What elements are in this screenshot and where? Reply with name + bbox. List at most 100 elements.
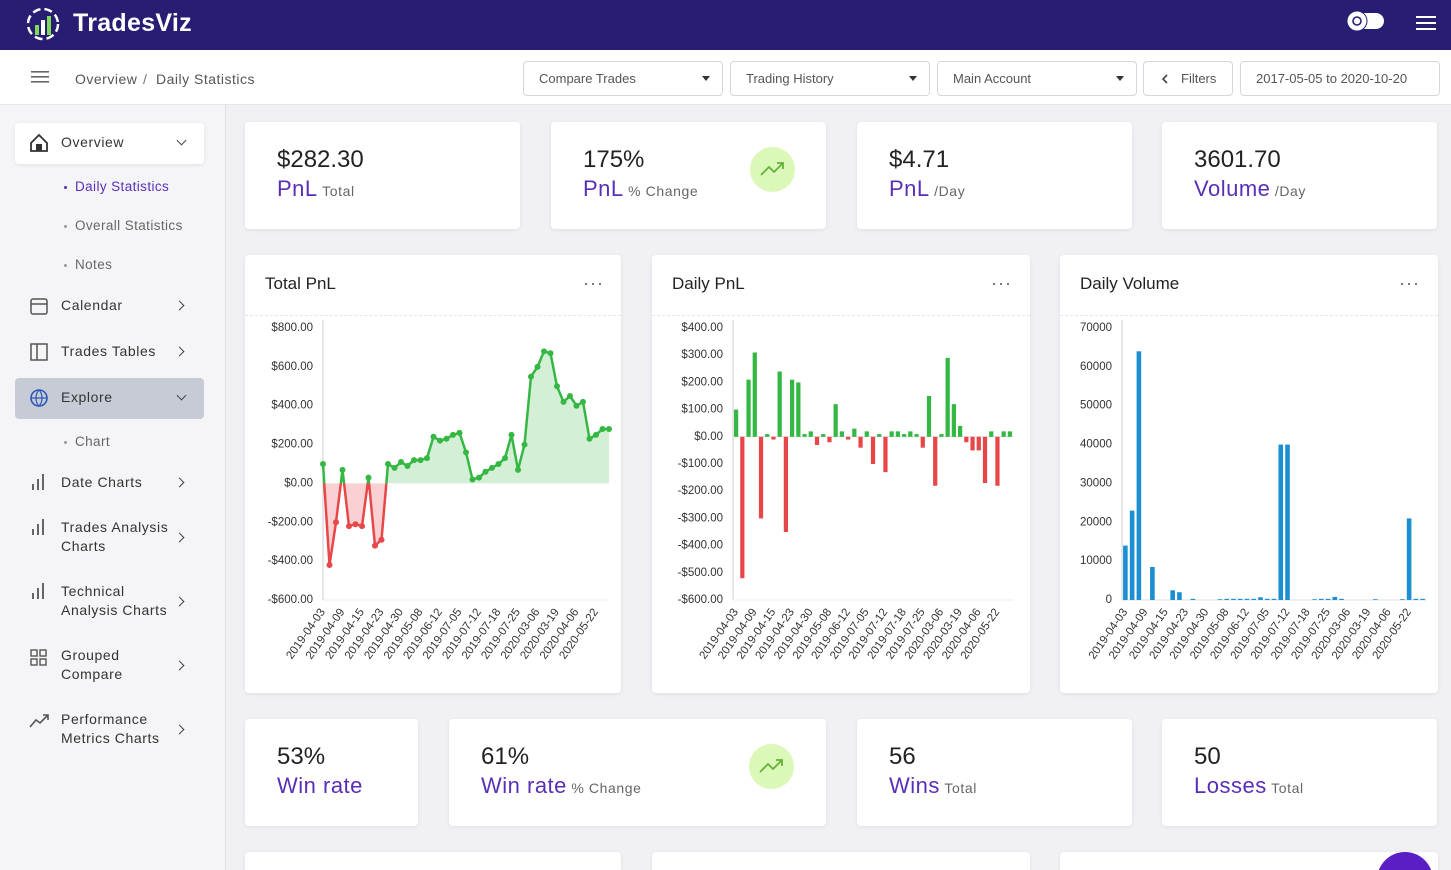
y-tick-label: 60000 (1080, 361, 1112, 373)
bar (783, 436, 789, 532)
chat-button[interactable] (1377, 852, 1433, 870)
point (385, 461, 391, 467)
point (378, 536, 385, 543)
y-tick-label: $400.00 (681, 322, 723, 334)
bar (976, 436, 981, 451)
nav-label[interactable]: Performance Metrics Charts (61, 711, 160, 746)
point (567, 393, 573, 399)
bar (933, 436, 938, 486)
bar (926, 396, 932, 437)
breadcrumb-link[interactable]: Overview (75, 71, 138, 87)
divider (245, 315, 621, 317)
stat-label: Win rate (277, 773, 363, 798)
stat-card: 56 Wins Total (857, 719, 1132, 826)
point (586, 435, 593, 442)
theme-toggle[interactable] (1344, 10, 1386, 32)
stat-value: 53% (277, 743, 326, 770)
bar (740, 436, 745, 579)
logo (26, 7, 60, 41)
bar (1177, 592, 1182, 600)
bar (1264, 598, 1270, 600)
bar (901, 434, 907, 437)
bar (796, 382, 801, 437)
filters-button[interactable]: Filters (1143, 61, 1233, 96)
filters-label: Filters (1181, 71, 1217, 86)
stat-label: Wins (889, 773, 940, 798)
bar (833, 404, 838, 437)
bar (1318, 598, 1324, 600)
bar (883, 436, 888, 473)
sidebar-toggle[interactable] (31, 70, 49, 84)
bar (1406, 518, 1412, 600)
point (450, 431, 456, 438)
nav-label[interactable]: Calendar (61, 297, 123, 313)
stat-caption: PnL Total (277, 176, 355, 202)
point (359, 523, 365, 530)
nav-label[interactable]: Trades Tables (61, 343, 156, 359)
chevron-icon (1161, 74, 1168, 84)
stat-sub: Total (1271, 780, 1304, 796)
chart-menu[interactable]: ··· (583, 273, 604, 293)
y-tick-label: 50000 (1080, 400, 1112, 412)
point (534, 363, 541, 370)
bullet (64, 441, 67, 444)
y-tick-label: $0.00 (284, 477, 313, 489)
stat-value: 61% (481, 743, 530, 770)
point (560, 398, 567, 405)
bar (808, 431, 813, 437)
y-tick-label: -$100.00 (678, 458, 723, 470)
y-tick-label: -$300.00 (678, 512, 723, 524)
line-negative (322, 483, 388, 566)
chart-menu[interactable]: ··· (1399, 273, 1420, 293)
dropdown[interactable]: Compare Trades (523, 61, 723, 96)
dropdown[interactable]: Trading History (730, 61, 930, 96)
stat-caption: PnL % Change (583, 176, 698, 202)
stat-caption: Win rate % Change (481, 773, 642, 799)
y-tick-label: 30000 (1080, 477, 1112, 489)
y-tick-label: 20000 (1080, 516, 1112, 528)
nav-sublink[interactable]: Chart (75, 434, 111, 449)
stat-sub: /Day (934, 183, 966, 199)
bar (1373, 599, 1378, 600)
chart-title: Total PnL (265, 274, 336, 293)
nav-sublink-active[interactable]: Daily Statistics (75, 179, 170, 194)
date-range-button[interactable]: 2017-05-05 to 2020-10-20 (1240, 61, 1440, 96)
brand[interactable]: TradesViz (73, 9, 192, 37)
bar (957, 425, 963, 437)
chart-menu[interactable]: ··· (991, 273, 1012, 293)
y-tick-label: 10000 (1080, 555, 1112, 567)
point (443, 435, 450, 442)
nav-sublink[interactable]: Notes (75, 257, 113, 272)
date-range-label: 2017-05-05 to 2020-10-20 (1256, 71, 1408, 86)
bar (908, 431, 913, 437)
dropdown[interactable]: Main Account (937, 61, 1137, 96)
point (593, 431, 599, 438)
stat-label: PnL (583, 176, 624, 201)
point (521, 441, 528, 448)
point (352, 521, 359, 528)
stat-label: Volume (1194, 176, 1271, 201)
bar (858, 436, 863, 448)
nav-label[interactable]: Trades Analysis Charts (61, 519, 169, 554)
menu-button[interactable] (1415, 14, 1437, 34)
bar (877, 434, 882, 437)
point (411, 457, 417, 464)
nav-label[interactable]: Explore (61, 389, 113, 405)
nav-label[interactable]: Grouped Compare (61, 647, 123, 682)
nav-label[interactable]: Technical Analysis Charts (61, 583, 168, 618)
point (547, 350, 554, 357)
bar (945, 357, 950, 437)
stat-sub: Total (322, 183, 355, 199)
nav-label[interactable]: Date Charts (61, 474, 143, 490)
nav-sublink[interactable]: Overall Statistics (75, 218, 183, 233)
bar (1136, 351, 1142, 600)
y-tick-label: -$200.00 (678, 485, 723, 497)
bar (1170, 590, 1175, 600)
bullet (64, 225, 67, 228)
bar (914, 434, 919, 437)
bar (765, 434, 770, 437)
stat-card: 61% Win rate % Change (449, 719, 826, 826)
nav-label[interactable]: Overview (61, 134, 125, 150)
